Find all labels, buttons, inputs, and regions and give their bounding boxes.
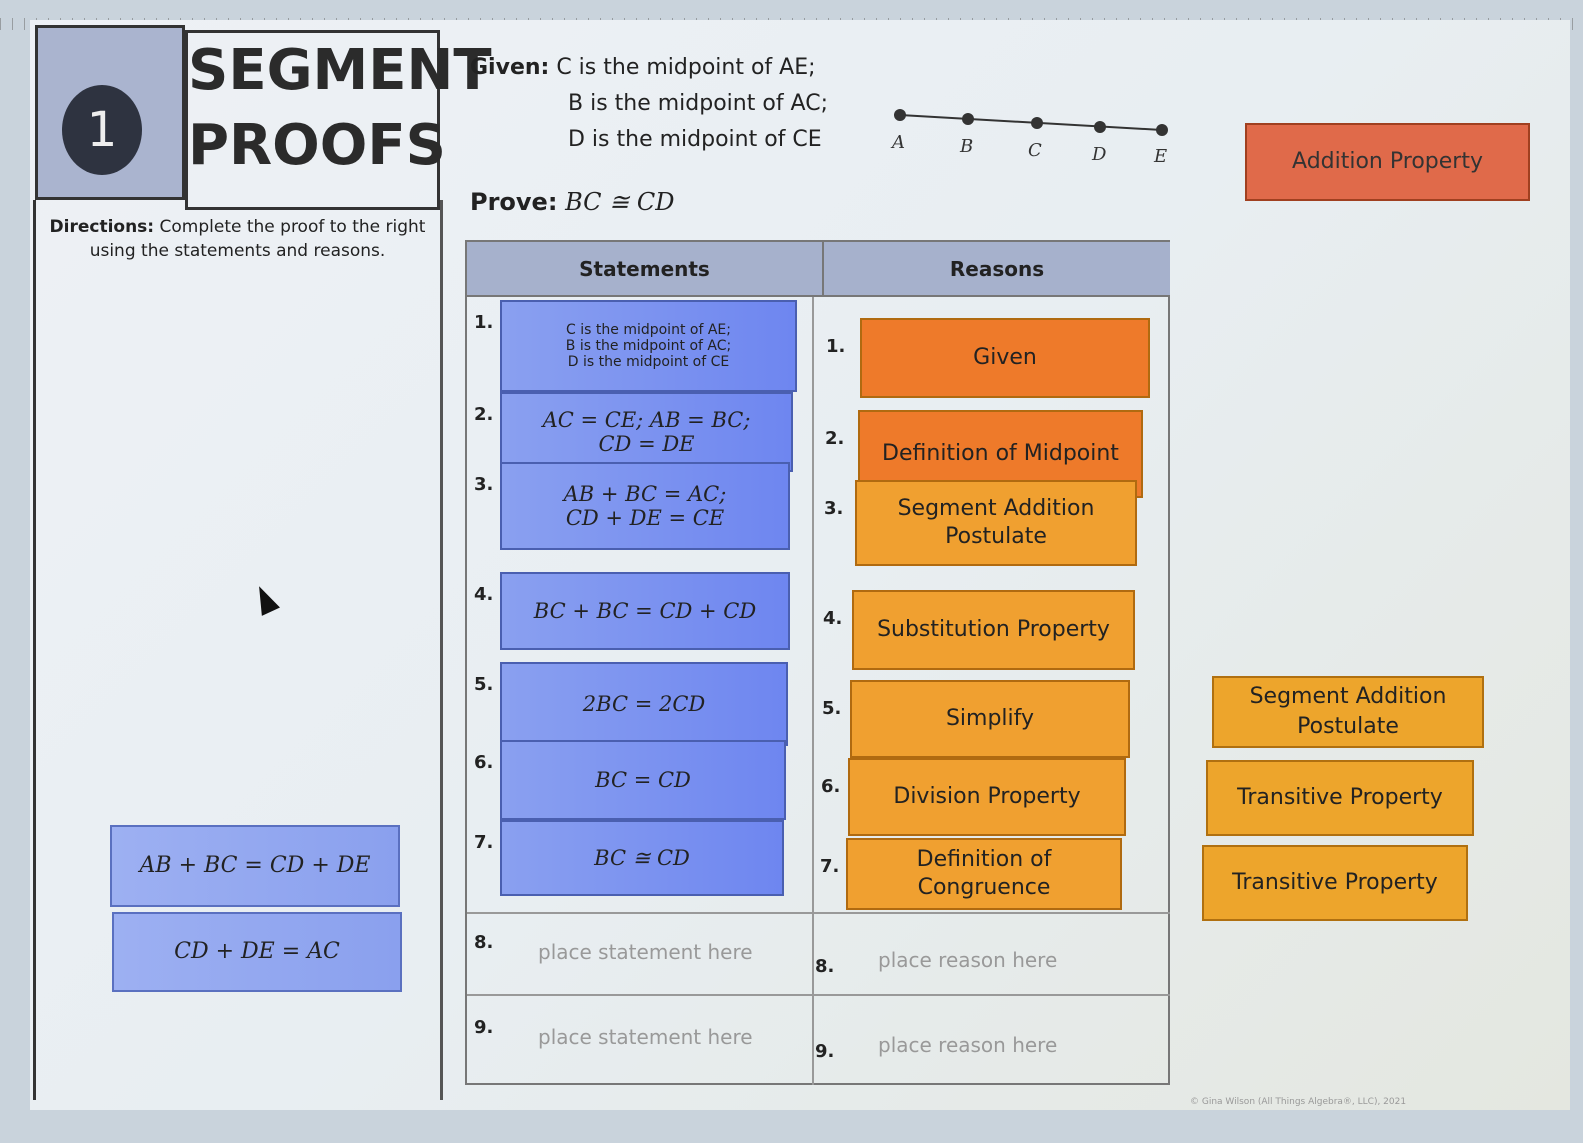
left-panel: [33, 200, 443, 1100]
directions-label: Directions:: [49, 217, 155, 237]
prove-label: Prove:: [470, 188, 558, 216]
statement-line: 2BC = 2CD: [582, 692, 706, 716]
segment-diagram: A B C D E: [890, 109, 1168, 167]
label-e: E: [1153, 146, 1167, 167]
prove-text: BC ≅ CD: [565, 188, 675, 216]
reason-number: 7.: [820, 856, 840, 877]
statement-card[interactable]: BC = CD: [500, 740, 786, 820]
reasons-header: Reasons: [822, 242, 1170, 297]
title-line-2: PROOFS: [188, 113, 446, 178]
reason-card-transitive[interactable]: Transitive Property: [1202, 845, 1468, 921]
statement-number: 1.: [474, 312, 494, 333]
reason-number: 8.: [815, 956, 835, 977]
reason-number: 3.: [824, 498, 844, 519]
directions-text: Complete the proof to the right using th…: [89, 217, 426, 261]
statements-header: Statements: [467, 242, 822, 297]
reason-card[interactable]: Segment Addition Postulate: [855, 480, 1137, 566]
reason-number: 2.: [825, 428, 845, 449]
reason-placeholder[interactable]: place reason here: [878, 948, 1058, 972]
reason-card-addition-property[interactable]: Addition Property: [1245, 123, 1530, 201]
reason-number: 9.: [815, 1041, 835, 1062]
statement-card[interactable]: C is the midpoint of AE; B is the midpoin…: [500, 300, 797, 392]
statement-card[interactable]: BC + BC = CD + CD: [500, 572, 790, 650]
statement-number: 4.: [474, 584, 494, 605]
statement-number: 9.: [474, 1017, 494, 1038]
statement-number: 6.: [474, 752, 494, 773]
point-e: [1156, 124, 1168, 136]
reason-number: 4.: [823, 608, 843, 629]
statement-line: BC + BC = CD + CD: [533, 599, 757, 623]
statement-card[interactable]: CD + DE = AC: [112, 912, 402, 992]
given-section: Given: C is the midpoint of AE; B is the…: [470, 50, 828, 158]
given-line: B is the midpoint of AC;: [568, 91, 828, 116]
statement-line: AC = CE; AB = BC;: [542, 408, 751, 432]
label-b: B: [959, 136, 973, 157]
proof-table: Statements Reasons: [465, 240, 1170, 1085]
directions: Directions: Complete the proof to the ri…: [35, 215, 440, 263]
point-b: [962, 113, 974, 125]
reason-placeholder[interactable]: place reason here: [878, 1033, 1058, 1057]
statement-number: 3.: [474, 474, 494, 495]
statement-card[interactable]: 2BC = 2CD: [500, 662, 788, 746]
column-divider: [812, 297, 814, 1085]
row-divider: [467, 912, 1170, 914]
statement-line: CD = DE: [598, 432, 695, 456]
statement-number: 2.: [474, 404, 494, 425]
reason-number: 6.: [821, 776, 841, 797]
given-line: D is the midpoint of CE: [568, 127, 822, 152]
prove-section: Prove: BC ≅ CD: [470, 188, 675, 216]
reason-card-transitive[interactable]: Transitive Property: [1206, 760, 1474, 836]
given-label: Given:: [470, 55, 550, 80]
reason-card[interactable]: Simplify: [850, 680, 1130, 758]
statement-line: BC = CD: [595, 768, 691, 792]
statement-card[interactable]: AB + BC = AC; CD + DE = CE: [500, 462, 790, 550]
statement-placeholder[interactable]: place statement here: [538, 940, 753, 964]
reason-card[interactable]: Substitution Property: [852, 590, 1135, 670]
statement-line: B is the midpoint of AC;: [565, 338, 732, 354]
statement-line: AB + BC = AC;: [563, 482, 727, 506]
statement-number: 8.: [474, 932, 494, 953]
statement-card[interactable]: BC ≅ CD: [500, 820, 784, 896]
statement-line: BC ≅ CD: [594, 846, 690, 870]
number-badge: 1: [62, 85, 142, 175]
copyright-footer: © Gina Wilson (All Things Algebra®, LLC)…: [1190, 1097, 1407, 1107]
reason-card[interactable]: Definition of Congruence: [846, 838, 1122, 910]
statement-card[interactable]: AC = CE; AB = BC; CD = DE: [500, 392, 793, 472]
label-a: A: [890, 132, 905, 153]
label-c: C: [1028, 140, 1042, 161]
reason-card[interactable]: Given: [860, 318, 1150, 398]
statement-line: C is the midpoint of AE;: [566, 322, 731, 338]
statement-line: D is the midpoint of CE: [567, 354, 730, 370]
statement-card[interactable]: AB + BC = CD + DE: [110, 825, 400, 907]
statement-number: 5.: [474, 674, 494, 695]
statement-line: CD + DE = CE: [565, 506, 725, 530]
reason-number: 5.: [822, 698, 842, 719]
reason-card[interactable]: Division Property: [848, 758, 1126, 836]
given-line: C is the midpoint of AE;: [556, 55, 816, 80]
statement-number: 7.: [474, 832, 494, 853]
title-line-1: SEGMENT: [188, 38, 492, 103]
point-d: [1094, 121, 1106, 133]
point-a: [894, 109, 906, 121]
statement-placeholder[interactable]: place statement here: [538, 1025, 753, 1049]
segment-line: [899, 114, 1163, 131]
reason-card-segment-addition[interactable]: Segment Addition Postulate: [1212, 676, 1484, 748]
label-d: D: [1091, 144, 1107, 165]
row-divider: [467, 994, 1170, 996]
page-title: SEGMENT PROOFS: [185, 30, 492, 210]
point-c: [1031, 117, 1043, 129]
reason-number: 1.: [826, 336, 846, 357]
